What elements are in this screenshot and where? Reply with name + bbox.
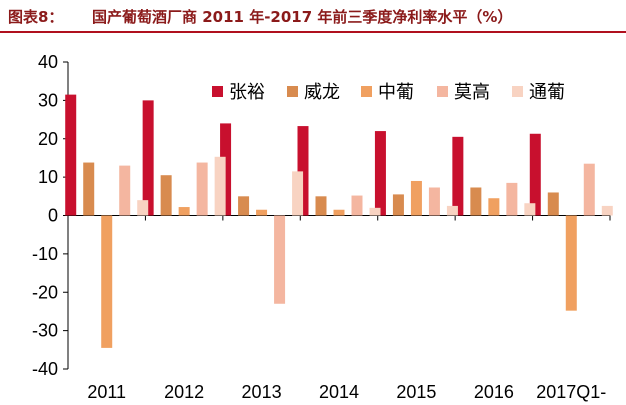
bar-通葡-2012	[214, 156, 226, 216]
legend-swatch-张裕	[212, 86, 223, 97]
bar-中葡-2017Q1-	[565, 215, 577, 311]
figure-title: 国产葡萄酒厂商 2011 年-2017 年前三季度净利率水平（%）	[92, 8, 513, 26]
bar-张裕-2011	[65, 94, 77, 216]
bar-中葡-2013	[256, 209, 268, 216]
y-axis: 40 30 20 10 0 -10 -20 -30 -40	[32, 52, 610, 379]
legend-swatch-中葡	[361, 86, 372, 97]
x-tick-label: 2012	[164, 382, 204, 402]
legend-swatch-威龙	[287, 86, 298, 97]
x-tick-label: 2017Q1-	[536, 382, 606, 402]
bar-威龙-2012	[160, 175, 172, 216]
x-tick-label: 2016	[474, 382, 514, 402]
x-tick-label: 2015	[396, 382, 436, 402]
y-tick-label: 0	[48, 206, 58, 226]
bar-张裕-2017Q1-	[529, 133, 541, 216]
bar-莫高-2014	[351, 195, 363, 216]
title-underline	[0, 31, 626, 33]
bar-威龙-2013	[238, 196, 250, 216]
bar-莫高-2017Q1-	[583, 163, 595, 216]
legend-label-中葡: 中葡	[378, 82, 414, 103]
bar-通葡-2015	[446, 205, 458, 216]
bar-张裕-2014	[297, 126, 309, 216]
bar-莫高-2016	[506, 182, 518, 216]
bar-中葡-2014	[333, 209, 345, 216]
bar-莫高-2015	[428, 187, 440, 216]
y-tick-label: 30	[38, 90, 58, 110]
x-axis: 2011 2012 2013 2014 2015 2016 2017Q1-	[67, 215, 611, 402]
legend-label-张裕: 张裕	[229, 82, 265, 103]
bar-莫高-2012	[196, 162, 208, 216]
y-tick-label: -40	[32, 359, 58, 379]
y-tick-label: 20	[38, 129, 58, 149]
legend-swatch-通葡	[512, 86, 523, 97]
x-tick-label: 2014	[319, 382, 359, 402]
y-tick-label: 10	[38, 167, 58, 187]
bar-威龙-2017Q1-	[547, 192, 559, 216]
y-tick-label: -20	[32, 282, 58, 302]
figure-label: 图表8：	[8, 8, 64, 26]
chart-legend: 张裕 威龙 中葡 莫高 通葡	[212, 82, 565, 103]
bar-威龙-2015	[392, 194, 404, 216]
legend-label-威龙: 威龙	[304, 82, 340, 103]
bar-中葡-2011	[101, 215, 113, 348]
bar-莫高-2011	[119, 165, 131, 216]
bar-威龙-2016	[470, 187, 482, 216]
bar-通葡-2011	[137, 200, 149, 216]
y-tick-label: -10	[32, 244, 58, 264]
bar-通葡-2017Q1-	[601, 205, 613, 216]
bar-中葡-2016	[488, 198, 500, 216]
figure-header: 图表8： 国产葡萄酒厂商 2011 年-2017 年前三季度净利率水平（%）	[0, 0, 626, 33]
bar-通葡-2014	[369, 207, 381, 216]
bar-威龙-2014	[315, 196, 327, 216]
bar-张裕-2015	[374, 131, 386, 216]
bar-张裕-2012	[142, 100, 154, 216]
x-tick-label: 2011	[87, 382, 126, 402]
bar-通葡-2013	[292, 171, 304, 216]
bar-莫高-2013	[274, 215, 286, 304]
bar-中葡-2015	[410, 180, 422, 216]
legend-label-通葡: 通葡	[529, 82, 565, 103]
bar-威龙-2011	[83, 162, 95, 216]
bar-通葡-2016	[524, 203, 536, 216]
legend-swatch-莫高	[437, 86, 448, 97]
y-tick-label: -30	[32, 321, 58, 341]
legend-label-莫高: 莫高	[454, 82, 490, 103]
bar-中葡-2012	[178, 207, 190, 216]
x-tick-label: 2013	[242, 382, 282, 402]
y-tick-label: 40	[38, 52, 58, 72]
bar-张裕-2016	[452, 136, 464, 216]
bar-series-group	[65, 94, 613, 348]
